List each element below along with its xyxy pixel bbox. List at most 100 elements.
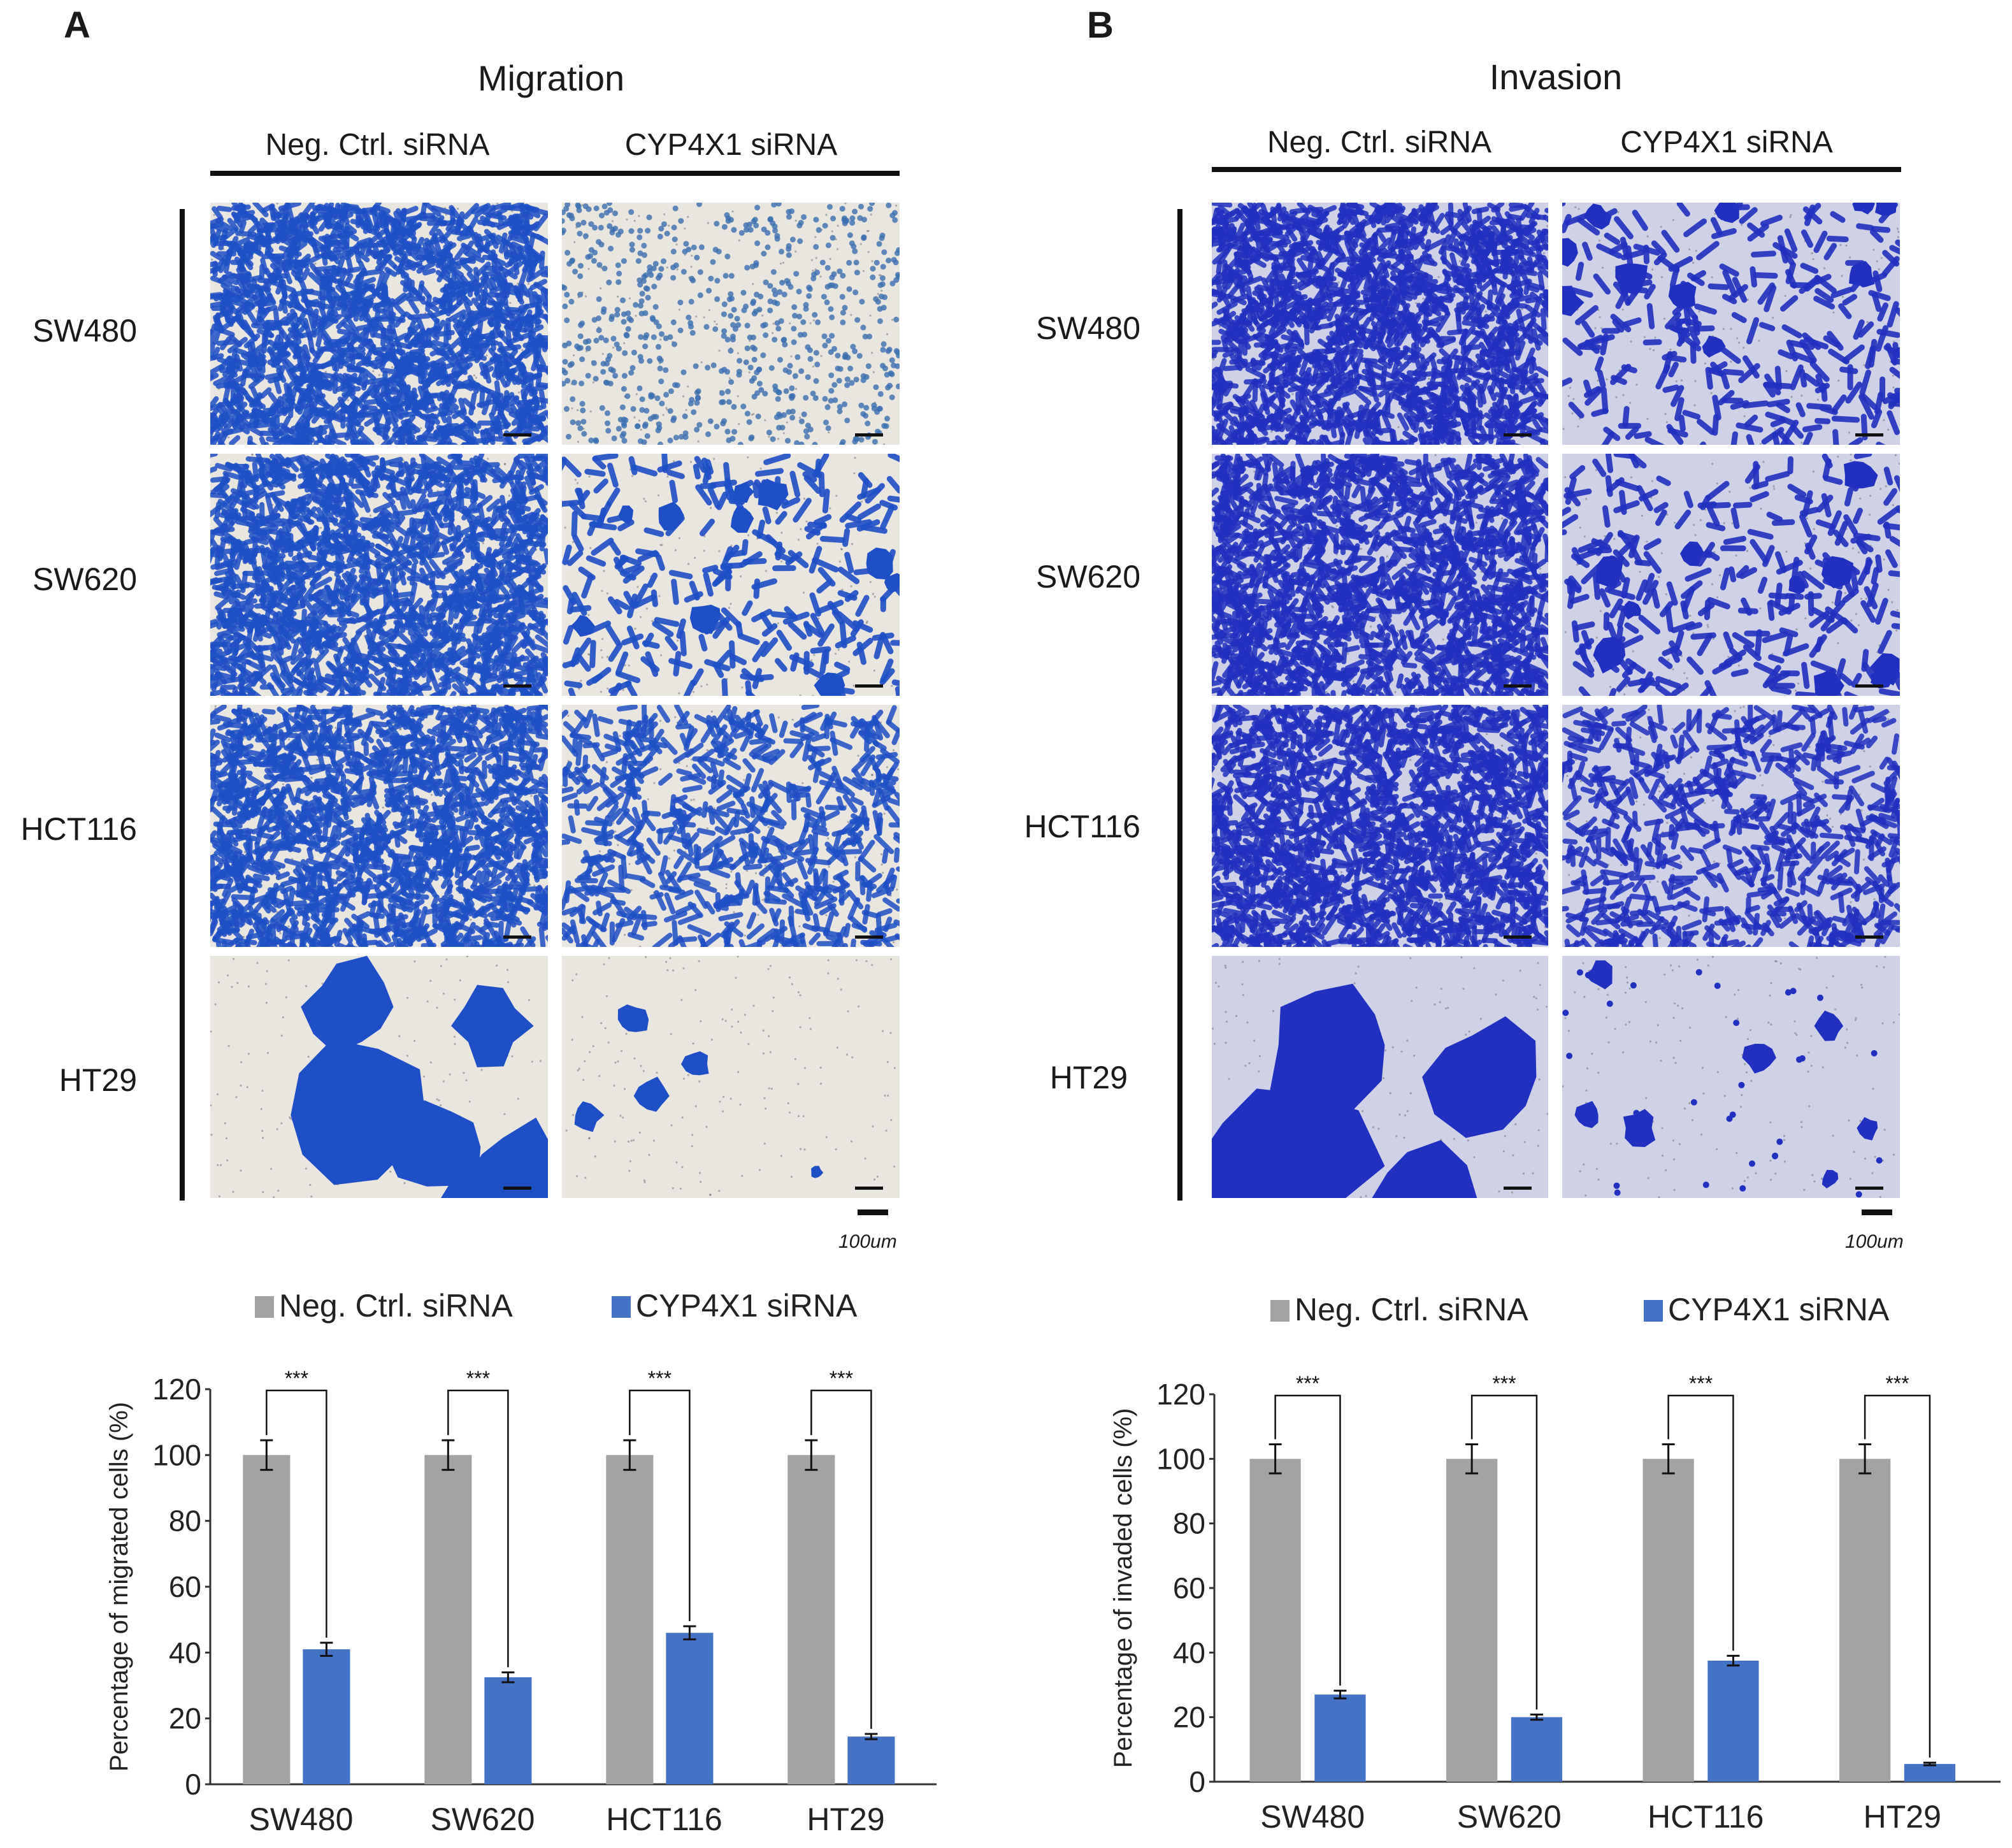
significance-stars: ***: [466, 1367, 490, 1390]
significance-bracket-ht29: [810, 1389, 872, 1729]
y-tick-label: 120: [152, 1373, 201, 1406]
y-tick-label: 60: [169, 1570, 201, 1603]
stained-cells: [1562, 705, 1900, 947]
stained-cells: [1212, 956, 1548, 1198]
x-tick-label-sw620: SW620: [1457, 1799, 1562, 1835]
cell-colony: [730, 505, 754, 533]
significance-stars: ***: [1885, 1372, 1909, 1395]
significance-stars: ***: [1296, 1372, 1319, 1395]
cell-colony: [1422, 1016, 1537, 1138]
panel-a-row-sw480: SW480: [32, 313, 137, 349]
stained-cells: [562, 203, 900, 445]
bar-cyp-sw480: [1314, 1694, 1366, 1782]
cell-colony: [1857, 1117, 1878, 1141]
panel-a-scale-label: 100um: [838, 1231, 897, 1252]
cell-colony: [1595, 556, 1623, 589]
cell-colony: [1843, 461, 1878, 489]
panel-a-row-hct116: HCT116: [20, 811, 137, 847]
stained-cells: [565, 956, 896, 1196]
y-tick-label: 60: [1173, 1571, 1205, 1605]
panel-a-row-bracket: [180, 209, 185, 1201]
cell-colony: [814, 672, 845, 696]
cell-colony: [1212, 1144, 1281, 1198]
micrograph-b-cyp-hct116: [1562, 705, 1900, 947]
cell-colony: [451, 985, 534, 1067]
cell-colony: [1813, 668, 1844, 696]
cell-colony: [1742, 1043, 1776, 1074]
legend-cyp-swatch: [1644, 1300, 1663, 1322]
bar-neg-sw620: [1446, 1459, 1498, 1782]
significance-stars: ***: [830, 1367, 853, 1390]
micrograph-b-neg-sw480: [1212, 203, 1548, 445]
cell-colony: [1822, 1169, 1839, 1188]
micrograph-a-neg-ht29: [210, 956, 548, 1198]
chart-legend: Neg. Ctrl. siRNA CYP4X1 siRNA: [1270, 1292, 1890, 1327]
bar-cyp-sw620: [1511, 1717, 1563, 1782]
error-bar-neg-hct116: [623, 1439, 636, 1471]
micrograph-b-cyp-sw480: [1562, 203, 1900, 445]
cell-colony: [1615, 263, 1648, 296]
cell-colony: [1574, 1101, 1599, 1129]
error-bar-cyp-hct116: [1727, 1654, 1740, 1667]
micrograph-b-cyp-sw620: [1562, 454, 1900, 696]
cell-colony: [1623, 1109, 1656, 1147]
stained-cells: [562, 705, 900, 947]
cell-colony: [301, 956, 394, 1054]
micrograph-b-neg-hct116: [1212, 705, 1548, 947]
cell-colony: [1562, 238, 1578, 267]
bar-cyp-sw480: [303, 1649, 350, 1784]
significance-stars: ***: [285, 1367, 308, 1390]
cell-colony: [1821, 556, 1853, 589]
cell-colony: [758, 479, 789, 510]
significance-bracket-sw620: [1470, 1394, 1538, 1710]
x-tick-label-hct116: HCT116: [1648, 1799, 1764, 1835]
invasion-bar-chart: Neg. Ctrl. siRNA CYP4X1 siRNA Percentage o…: [1109, 1292, 2001, 1835]
y-tick-label: 120: [1156, 1378, 1205, 1411]
stained-cells: [1562, 454, 1900, 696]
bar-neg-sw620: [424, 1455, 472, 1784]
error-bar-neg-sw620: [1465, 1443, 1479, 1475]
y-axis-label: Percentage of invaded cells (%): [1109, 1408, 1137, 1768]
legend-neg-label: Neg. Ctrl. siRNA: [1295, 1292, 1528, 1327]
stained-cells: [210, 203, 548, 445]
micrograph-a-cyp-sw480: [562, 203, 900, 445]
error-bar-neg-ht29: [1858, 1443, 1872, 1475]
y-tick-label: 20: [1173, 1701, 1205, 1734]
panel-b-row-bracket: [1177, 209, 1182, 1201]
legend-cyp-swatch: [612, 1296, 631, 1318]
stained-cells: [210, 705, 548, 947]
cell-colony: [384, 1100, 481, 1187]
y-tick-label: 100: [152, 1438, 201, 1471]
stained-cells: [210, 956, 548, 1198]
cell-colony: [681, 1051, 709, 1076]
panel-b-row-hct116: HCT116: [1024, 809, 1140, 844]
bar-neg-ht29: [1839, 1459, 1891, 1782]
micrograph-a-neg-sw480: [210, 203, 548, 445]
legend-cyp-label: CYP4X1 siRNA: [1668, 1292, 1890, 1327]
cell-colony: [658, 502, 684, 531]
micrograph-b-cyp-ht29: [1562, 956, 1900, 1198]
bar-neg-sw480: [243, 1455, 291, 1784]
legend-neg-label: Neg. Ctrl. siRNA: [279, 1288, 513, 1324]
micrograph-background: [1562, 956, 1900, 1198]
cell-colony: [1871, 659, 1897, 689]
error-bar-neg-sw480: [260, 1439, 273, 1471]
micrograph-b-neg-ht29: [1212, 956, 1548, 1198]
significance-stars: ***: [648, 1367, 672, 1390]
x-tick-label-sw480: SW480: [1260, 1799, 1365, 1835]
legend-neg-swatch: [255, 1296, 274, 1318]
y-tick-label: 40: [1173, 1636, 1205, 1669]
panel-b-row-sw620: SW620: [1036, 559, 1140, 595]
micrograph-a-cyp-sw620: [562, 454, 900, 696]
error-bar-cyp-sw620: [501, 1671, 515, 1684]
y-tick-label: 80: [1173, 1507, 1205, 1540]
chart-legend: Neg. Ctrl. siRNA CYP4X1 siRNA: [255, 1288, 858, 1324]
micrograph-a-cyp-hct116: [562, 705, 900, 947]
y-tick-label: 80: [169, 1505, 201, 1538]
error-bar-neg-ht29: [805, 1439, 818, 1471]
cell-colony: [617, 1004, 649, 1032]
bar-neg-sw480: [1249, 1459, 1301, 1782]
cell-colony: [689, 604, 721, 634]
migration-bar-chart: Neg. Ctrl. siRNA CYP4X1 siRNA Percentage o…: [105, 1288, 937, 1837]
panel-b-row-sw480: SW480: [1036, 310, 1140, 346]
